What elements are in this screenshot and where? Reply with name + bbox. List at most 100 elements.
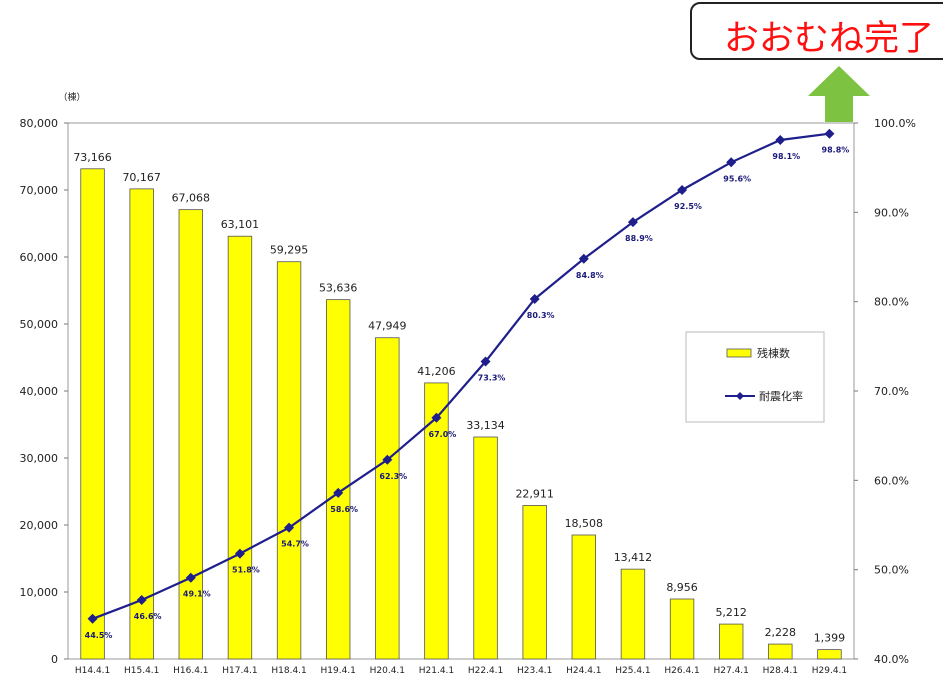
x-tick-label: H16.4.1 — [173, 666, 208, 676]
rate-point — [431, 412, 442, 423]
bar-value-label: 5,212 — [715, 606, 747, 619]
rate-point — [578, 253, 589, 264]
bar — [522, 505, 547, 660]
bar-value-label: 2,228 — [765, 626, 797, 639]
rate-value-label: 80.3% — [527, 311, 555, 320]
bar-value-label: 8,956 — [666, 581, 698, 594]
rate-point — [185, 572, 196, 583]
bar-value-label: 18,508 — [565, 517, 604, 530]
x-tick-label: H29.4.1 — [812, 666, 847, 676]
legend-line-marker — [736, 392, 744, 400]
x-tick-label: H14.4.1 — [75, 666, 110, 676]
right-tick-label: 70.0% — [874, 385, 909, 398]
left-tick-label: 80,000 — [20, 117, 59, 130]
rate-value-label: 73.3% — [478, 374, 506, 383]
rate-point — [333, 487, 344, 498]
rate-point — [726, 157, 737, 168]
bar-value-label: 73,166 — [73, 151, 112, 164]
x-tick-label: H18.4.1 — [271, 666, 306, 676]
bar — [473, 436, 498, 660]
bar-value-label: 33,134 — [466, 419, 505, 432]
legend-line-label: 耐震化率 — [759, 389, 803, 403]
line-series: 44.5% 46.6% 49.1% 51.8% 54.7% 58.6% 62.3% 67.0%… — [85, 128, 850, 640]
bar-series: 73,166 70,167 67,068 63,101 59,295 53,636 47,9… — [73, 151, 846, 660]
left-tick-label: 50,000 — [20, 318, 59, 331]
rate-value-label: 46.6% — [134, 612, 162, 621]
rate-value-label: 67.0% — [429, 430, 457, 439]
right-axis: 40.0% 50.0% 60.0% 70.0% 80.0% 90.0% 100.0% — [854, 117, 916, 666]
x-tick-label: H27.4.1 — [713, 666, 748, 676]
rate-value-label: 92.5% — [674, 202, 702, 211]
rate-value-label: 49.1% — [183, 590, 211, 599]
right-tick-label: 60.0% — [874, 474, 909, 487]
rate-value-label: 95.6% — [723, 174, 751, 183]
rate-point — [529, 293, 540, 304]
bar-value-label: 59,295 — [270, 244, 309, 257]
rate-value-label: 54.7% — [281, 540, 309, 549]
right-tick-label: 40.0% — [874, 653, 909, 666]
x-tick-label: H19.4.1 — [320, 666, 355, 676]
rate-point — [775, 134, 786, 145]
rate-point — [627, 217, 638, 228]
x-tick-label: H20.4.1 — [370, 666, 405, 676]
x-tick-label: H25.4.1 — [615, 666, 650, 676]
bar — [571, 534, 597, 660]
left-tick-label: 0 — [51, 653, 58, 666]
x-tick-label: H15.4.1 — [124, 666, 159, 676]
right-tick-label: 80.0% — [874, 296, 909, 309]
rate-point — [677, 185, 688, 195]
rate-point — [234, 548, 245, 559]
bar-value-label: 41,206 — [417, 365, 456, 378]
bar — [227, 235, 253, 660]
bar-value-label: 22,911 — [515, 487, 554, 500]
y-unit-label: （棟） — [58, 91, 85, 103]
bar-value-label: 47,949 — [368, 320, 407, 333]
rate-value-label: 51.8% — [232, 566, 260, 575]
rate-value-label: 62.3% — [379, 472, 407, 481]
callout-text: おおむね完了 — [724, 19, 935, 59]
bar-value-label: 53,636 — [319, 282, 358, 295]
left-tick-label: 10,000 — [20, 586, 59, 599]
rate-value-label: 84.8% — [576, 271, 604, 280]
right-tick-label: 50.0% — [874, 564, 909, 577]
bar-value-label: 70,167 — [122, 171, 161, 184]
bar-value-label: 13,412 — [614, 551, 653, 564]
bar — [817, 649, 842, 660]
x-tick-label: H23.4.1 — [517, 666, 552, 676]
left-tick-label: 40,000 — [20, 385, 59, 398]
status-callout: おおむね完了 — [690, 2, 943, 60]
up-arrow-icon — [808, 66, 870, 122]
rate-point — [480, 356, 491, 367]
rate-value-label: 98.1% — [772, 152, 800, 161]
x-tick-label: H26.4.1 — [664, 666, 699, 676]
left-tick-label: 20,000 — [20, 519, 59, 532]
rate-value-label: 58.6% — [330, 505, 358, 514]
x-tick-label: H28.4.1 — [763, 666, 798, 676]
left-tick-label: 70,000 — [20, 184, 59, 197]
bar — [718, 623, 744, 660]
right-tick-label: 100.0% — [874, 117, 916, 130]
bar-value-label: 1,399 — [814, 632, 846, 645]
rate-line — [92, 132, 830, 620]
legend-bar-label: 残棟数 — [757, 346, 790, 360]
bar — [424, 382, 449, 660]
x-tick-label: H22.4.1 — [468, 666, 503, 676]
bar — [276, 261, 302, 660]
rate-point — [87, 613, 98, 624]
bar-value-label: 63,101 — [221, 218, 260, 231]
rate-value-label: 44.5% — [85, 631, 113, 640]
left-axis: 0 10,000 20,000 30,000 40,000 50,000 60,000 70,… — [20, 117, 68, 666]
x-tick-label: H17.4.1 — [222, 666, 257, 676]
legend: 残棟数 耐震化率 — [685, 331, 825, 423]
bar — [375, 337, 400, 660]
legend-box — [685, 331, 825, 423]
x-tick-label: H21.4.1 — [419, 666, 454, 676]
bar — [768, 643, 793, 660]
bar-value-label: 67,068 — [172, 192, 211, 205]
rate-value-label: 98.8% — [822, 146, 850, 155]
legend-bar-swatch — [726, 348, 752, 358]
rate-point — [824, 128, 835, 139]
bar — [129, 188, 154, 660]
x-axis: H14.4.1 H15.4.1 H16.4.1 H17.4.1 H18.4.1 H19.4… — [75, 666, 847, 676]
